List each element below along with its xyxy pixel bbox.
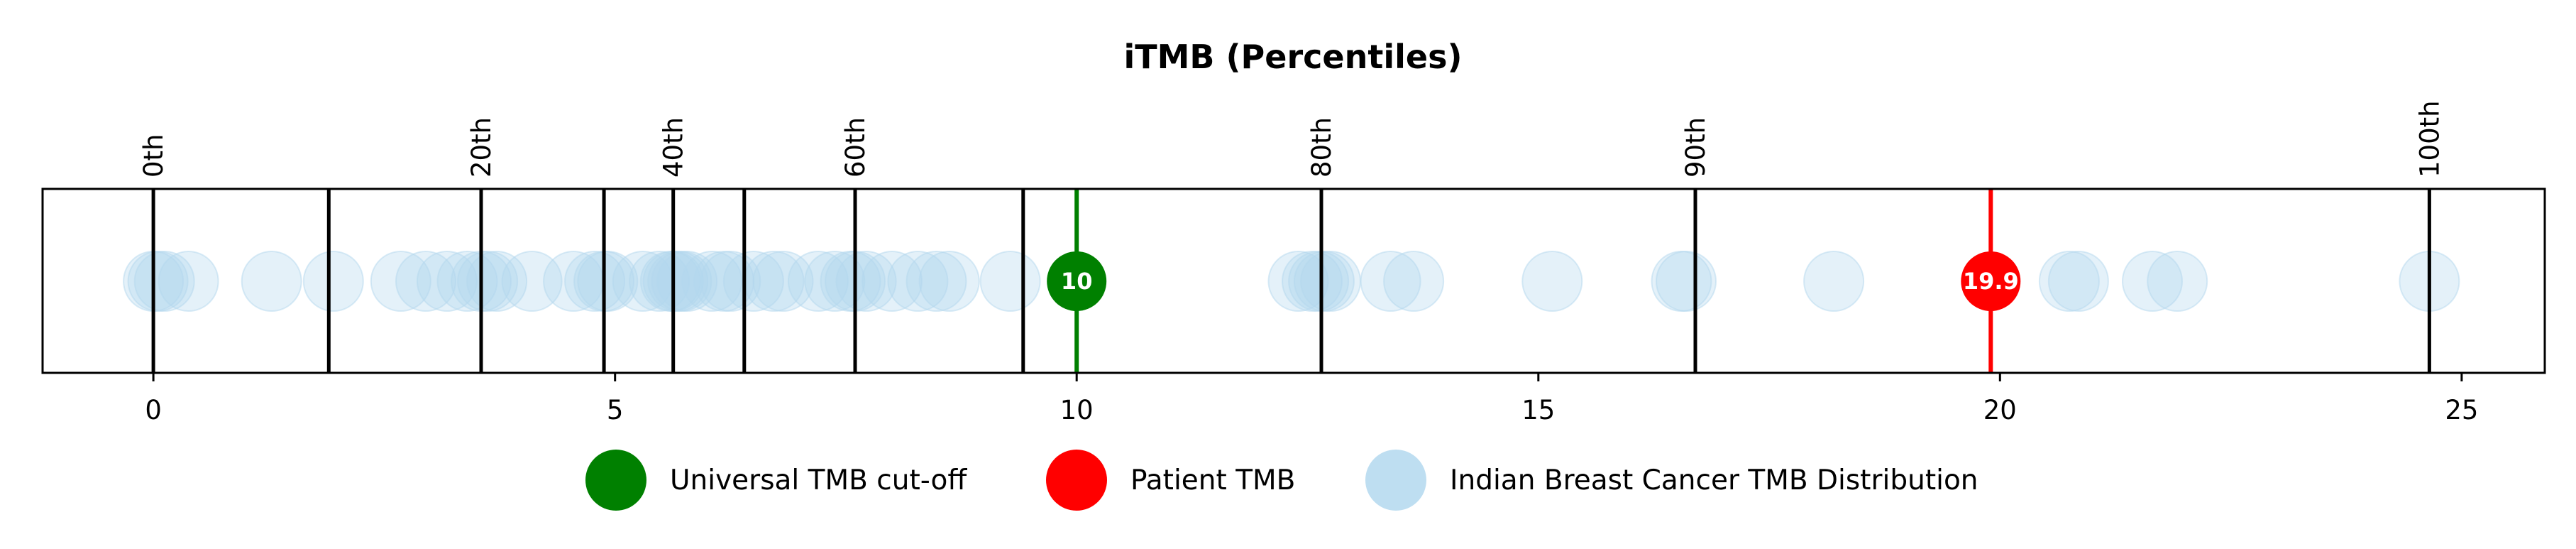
legend-swatch xyxy=(1046,450,1107,511)
percentile-label: 90th xyxy=(1680,117,1711,178)
distribution-point xyxy=(752,251,814,312)
percentile-label: 80th xyxy=(1306,117,1337,178)
distribution-point xyxy=(862,251,923,312)
cutoff-value-label: 10 xyxy=(1061,268,1093,295)
distribution-point xyxy=(2038,251,2100,312)
cutoff-point xyxy=(1047,251,1107,311)
legend: Universal TMB cut-off Patient TMB Indian B… xyxy=(585,450,1978,511)
distribution-point xyxy=(1360,251,1421,312)
distribution-point xyxy=(835,251,897,312)
percentile-label: 20th xyxy=(466,117,497,178)
percentile-label: 0th xyxy=(138,134,169,178)
distribution-point xyxy=(887,251,949,312)
distribution-point xyxy=(1521,251,1583,312)
percentile-lines xyxy=(151,189,2431,373)
distribution-point xyxy=(1803,251,1865,312)
distribution-point xyxy=(1267,251,1329,312)
distribution-point xyxy=(918,251,980,312)
distribution-point xyxy=(133,251,195,312)
legend-item-cutoff: Universal TMB cut-off xyxy=(585,450,967,511)
legend-label: Indian Breast Cancer TMB Distribution xyxy=(1450,464,1978,496)
distribution-point xyxy=(577,251,639,312)
distribution-point xyxy=(158,251,219,312)
distribution-point xyxy=(457,251,519,312)
legend-label: Patient TMB xyxy=(1130,464,1295,496)
distribution-point xyxy=(787,251,849,312)
legend-swatch xyxy=(1365,450,1426,511)
x-tick-label: 20 xyxy=(1983,395,2017,425)
chart-title: iTMB (Percentiles) xyxy=(1124,38,1463,76)
percentile-label: 40th xyxy=(659,117,689,178)
distribution-point xyxy=(979,251,1041,312)
legend-item-distribution: Indian Breast Cancer TMB Distribution xyxy=(1365,450,1978,511)
x-tick-label: 0 xyxy=(145,395,162,425)
distribution-point xyxy=(2122,251,2183,312)
percentile-label: 100th xyxy=(2414,100,2445,178)
percentile-label: 60th xyxy=(840,117,871,178)
distribution-point xyxy=(681,251,743,312)
patient-point xyxy=(1961,251,2021,311)
x-tick-label: 5 xyxy=(607,395,624,425)
percentile-labels: 0th 20th 40th 60th 80th 90th 100th xyxy=(138,100,2445,178)
legend-swatch xyxy=(585,450,646,511)
distribution-point xyxy=(241,251,302,312)
x-tick-label: 10 xyxy=(1060,395,1094,425)
distribution-point xyxy=(2047,251,2109,312)
distribution-point xyxy=(1300,251,1361,312)
distribution-point xyxy=(1383,251,1445,312)
distribution-point xyxy=(906,251,967,312)
distribution-point xyxy=(1656,251,1717,312)
highlight-markers: 10 19.9 xyxy=(1047,189,2021,373)
x-axis: 0 5 10 15 20 25 xyxy=(145,373,2478,425)
plot-frame xyxy=(41,187,2546,374)
distribution-point xyxy=(804,251,866,312)
x-tick-label: 15 xyxy=(1521,395,1555,425)
distribution-point xyxy=(2147,251,2208,312)
legend-label: Universal TMB cut-off xyxy=(670,464,967,496)
patient-value-label: 19.9 xyxy=(1963,268,2019,295)
distribution-point xyxy=(564,251,626,312)
distribution-points xyxy=(123,251,2460,312)
distribution-point xyxy=(302,251,364,312)
x-tick-label: 25 xyxy=(2445,395,2478,425)
legend-item-patient: Patient TMB xyxy=(1046,450,1295,511)
distribution-point xyxy=(370,251,431,312)
